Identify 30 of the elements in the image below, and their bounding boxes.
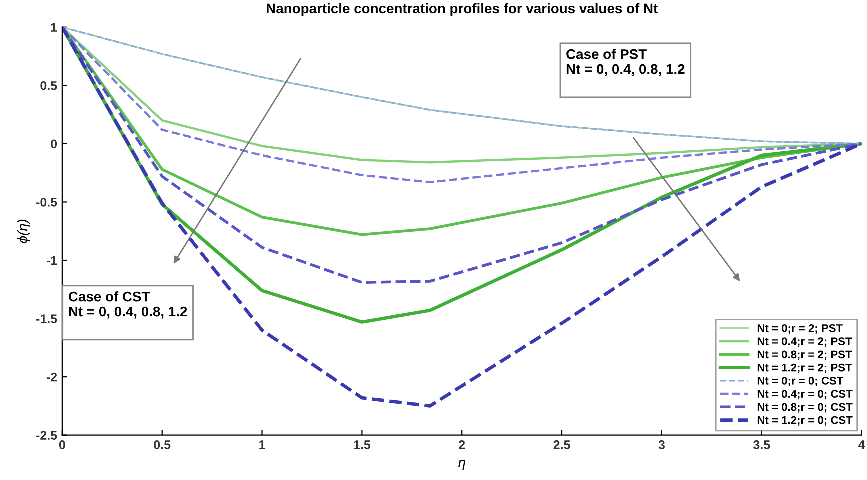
x-tick-label: 3 (658, 440, 665, 450)
x-tick-label: 1.5 (354, 440, 371, 450)
legend-label: Nt = 0.8;r = 0; CST (758, 403, 853, 413)
x-tick-label: 0.5 (154, 440, 171, 450)
x-axis-title: η (458, 460, 466, 470)
x-tick-label: 1 (260, 440, 266, 450)
legend-label: Nt = 1.2;r = 2; PST (758, 364, 852, 374)
x-tick-label: 0 (59, 440, 66, 450)
y-tick-label: 0 (51, 140, 58, 149)
y-axis-title: ϕ(η) (18, 220, 30, 244)
x-tick-label: 4 (858, 440, 866, 450)
x-tick-label: 2.5 (554, 440, 570, 450)
y-tick-label: -2 (46, 372, 58, 382)
y-tick-label: -0.5 (36, 198, 58, 207)
y-tick-label: 0.5 (40, 81, 58, 90)
legend-label: Nt = 0;r = 0; CST (758, 377, 844, 386)
y-tick-label: 1 (51, 23, 58, 32)
chart-title: Nanoparticle concentration profiles for various values of Nt (267, 3, 658, 16)
legend-label: Nt = 0.4;r = 0; CST (758, 390, 853, 400)
x-tick-label: 3.5 (753, 440, 770, 450)
annotation: Case of PST Nt = 0, 0.4, 0.8, 1.2 (566, 49, 685, 76)
y-tick-label: -1.5 (36, 314, 58, 324)
x-tick-label: 2 (459, 440, 466, 450)
y-tick-label: -2.5 (36, 431, 58, 440)
legend-label: Nt = 1.2;r = 0; CST (758, 416, 853, 426)
y-tick-label: -1 (46, 256, 58, 266)
legend-label: Nt = 0.8;r = 2; PST (758, 350, 852, 360)
legend-label: Nt = 0.4;r = 2; PST (758, 338, 852, 348)
annotation: Case of CST Nt = 0, 0.4, 0.8, 1.2 (68, 292, 188, 319)
legend-label: Nt = 0;r = 2; PST (758, 324, 843, 334)
